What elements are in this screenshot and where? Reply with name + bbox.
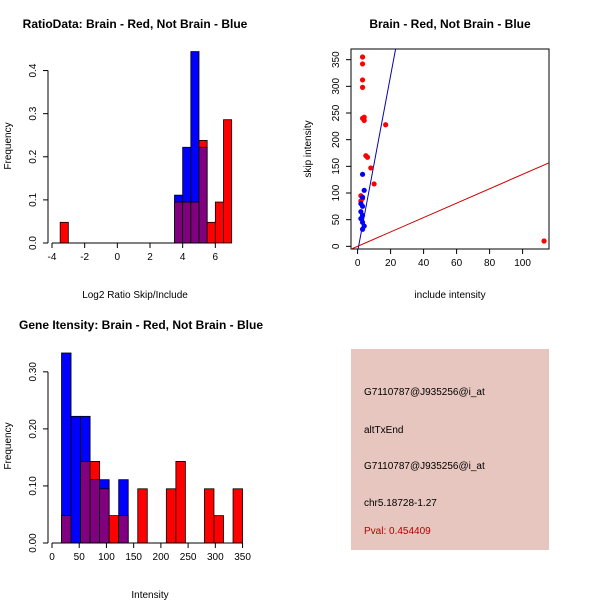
scatter-fit-line (357, 49, 397, 249)
scatter-y-tick-label: 150 (331, 158, 342, 175)
ratio-x-tick-label: -4 (48, 252, 57, 263)
gene-x-tick-label: 200 (153, 552, 170, 563)
gene-bar (165, 488, 177, 544)
ratio-x-tick-label: 4 (180, 252, 186, 263)
ratio-bar-overlap (174, 201, 184, 244)
ratio-x-tick-label: 2 (147, 252, 153, 263)
scatter-y-tick-label: 200 (331, 131, 342, 148)
gene-y-label: Frequency (3, 422, 14, 469)
scatter-x-tick-label: 40 (418, 258, 430, 269)
gene-bar (175, 461, 186, 544)
scatter-point-brain (359, 77, 366, 83)
scatter-x-label: include intensity (414, 290, 485, 301)
scatter-point-not-brain (359, 171, 366, 177)
gene-bar (61, 352, 72, 544)
scatter-point-brain (371, 181, 377, 187)
gene-bar-overlap (89, 479, 101, 544)
ratio-y-tick-label: 0.2 (28, 149, 39, 163)
gene-x-tick-label: 150 (125, 552, 142, 563)
ratio-bar (214, 201, 224, 244)
scatter-y-label: skip intensity (303, 120, 314, 177)
scatter-point-brain (368, 165, 374, 171)
gene-y-tick-label: 0.30 (28, 362, 39, 382)
scatter-point-brain (383, 122, 389, 128)
gene-bar-overlap (80, 461, 91, 544)
gene-bar-overlap (99, 488, 110, 544)
scatter-reference-line (351, 162, 549, 249)
scatter-x-tick-label: 20 (385, 258, 397, 269)
ratio-bar-overlap (198, 146, 208, 244)
scatter-x-tick-label: 0 (355, 258, 361, 269)
ratio-y-label: Frequency (3, 122, 14, 169)
scatter-x-tick-label: 80 (484, 258, 496, 269)
scatter-y-tick-label: 250 (331, 104, 342, 121)
scatter-point-brain (541, 238, 547, 244)
scatter-point-not-brain (359, 226, 366, 232)
ratio-bar (223, 119, 233, 244)
ratio-bar-overlap (190, 201, 200, 244)
scatter-plot-box (350, 48, 550, 250)
gene-y-tick-label: 0.00 (28, 533, 39, 553)
gene-bar (108, 515, 120, 544)
ratio-bar (59, 221, 69, 244)
ratio-y-tick-label: 0.3 (28, 106, 39, 120)
scatter-title: Brain - Red, Not Brain - Blue (369, 17, 531, 31)
gene-x-tick-label: 250 (180, 552, 197, 563)
gene-x-tick-label: 300 (207, 552, 224, 563)
scatter-y-tick-label: 50 (331, 214, 342, 226)
gene-y-tick-label: 0.20 (28, 419, 39, 439)
scatter-y-tick-label: 350 (331, 51, 342, 68)
scatter-x-tick-label: 100 (514, 258, 531, 269)
location: chr5.18728-1.27 (364, 498, 437, 509)
ratio-y-tick-label: 0.0 (28, 236, 39, 250)
ratio-bar (206, 221, 216, 244)
p-value: Pval: 0.454409 (364, 526, 431, 537)
gene-bar-overlap (118, 515, 129, 544)
event-type: altTxEnd (364, 425, 404, 436)
ratio-y-tick-label: 0.1 (28, 193, 39, 207)
scatter-x-tick-label: 60 (451, 258, 463, 269)
ratio-x-label: Log2 Ratio Skip/Include (82, 290, 188, 301)
scatter-point-brain (364, 154, 371, 160)
gene-bar-overlap (61, 515, 72, 544)
scatter-y-tick-label: 0 (331, 243, 342, 249)
scatter-point-not-brain (359, 194, 366, 200)
scatter-point-brain (361, 114, 367, 120)
gene-title: Gene Itensity: Brain - Red, Not Brain - … (19, 318, 263, 332)
scatter-point-not-brain (361, 187, 367, 193)
gene-bar (70, 415, 81, 544)
ratio-title: RatioData: Brain - Red, Not Brain - Blue (23, 17, 248, 31)
ratio-x-tick-label: 0 (115, 252, 121, 263)
scatter-point-brain (359, 61, 366, 67)
probe-id-2: G7110787@J935256@i_at (364, 461, 485, 472)
probe-id: G7110787@J935256@i_at (364, 387, 485, 398)
gene-y-tick-label: 0.10 (28, 476, 39, 496)
ratio-x-tick-label: -2 (80, 252, 89, 263)
gene-x-label: Intensity (131, 590, 168, 600)
scatter-point-not-brain (359, 203, 366, 209)
scatter-point-brain (359, 84, 366, 90)
scatter-point-brain (359, 54, 366, 60)
scatter-y-tick-label: 100 (331, 184, 342, 201)
scatter-y-tick-label: 300 (331, 78, 342, 95)
info-panel: G7110787@J935256@i_at altTxEnd G7110787@… (351, 349, 549, 550)
gene-x-tick-label: 100 (98, 552, 115, 563)
gene-bar (213, 515, 224, 544)
gene-bar (204, 488, 215, 544)
gene-x-tick-label: 50 (74, 552, 86, 563)
ratio-bar-overlap (182, 201, 192, 244)
gene-bar (232, 488, 243, 544)
ratio-x-tick-label: 6 (213, 252, 219, 263)
ratio-y-tick-label: 0.4 (28, 63, 39, 77)
gene-x-tick-label: 0 (49, 552, 55, 563)
gene-bar (137, 488, 148, 544)
gene-x-tick-label: 350 (234, 552, 251, 563)
